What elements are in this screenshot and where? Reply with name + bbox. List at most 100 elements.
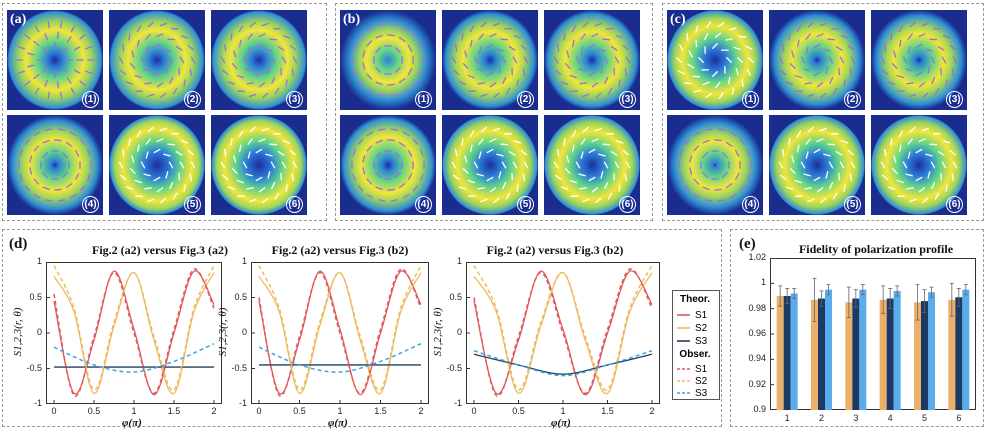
legend-theor-header: Theor.	[680, 294, 710, 305]
panel-e-title: Fidelity of polarization profile	[798, 242, 954, 256]
fidelity-bar	[921, 301, 928, 410]
fidelity-bar	[879, 299, 887, 410]
x-tick-label: 4	[887, 413, 893, 423]
intensity-map-tile: (5)	[769, 115, 865, 215]
x-tick-label: 6	[956, 413, 962, 423]
x-tick-label: 1.5	[374, 406, 387, 416]
x-tick-label: 2	[649, 406, 655, 416]
y-tick-label: 0.94	[748, 353, 766, 364]
fidelity-bar	[845, 302, 853, 410]
fidelity-bar	[893, 290, 901, 410]
series-s1-obser-line	[53, 268, 215, 397]
x-tick-label: 1.5	[167, 406, 181, 416]
tile-number: (2)	[844, 91, 861, 108]
intensity-map-tile: (4)	[340, 115, 436, 215]
legend-theor-s1: S1	[695, 310, 708, 321]
bar-plot-axes	[770, 258, 976, 410]
panel-e-label: (e)	[739, 236, 756, 252]
intensity-map-tile: (4)	[7, 115, 103, 215]
y-tick-label: 0.9	[753, 404, 766, 414]
intensity-map-tile: (5)	[442, 115, 538, 215]
intensity-map-tile: (5)	[109, 115, 205, 215]
series-s3-theor-line	[473, 353, 653, 375]
tile-number: (2)	[184, 91, 201, 108]
line-plot-axes	[251, 262, 429, 404]
y-tick-label: 0.5	[234, 291, 247, 302]
x-tick-label: 0.5	[512, 406, 525, 416]
tile-number: (2)	[517, 91, 534, 108]
y-tick-label: 0.5	[29, 291, 42, 302]
series-s1-theor-line	[258, 270, 422, 396]
y-tick-label: -0.5	[231, 362, 247, 373]
y-tick-label: 1	[760, 277, 766, 288]
fidelity-bar	[776, 296, 784, 410]
series-s3-obser-line	[258, 342, 422, 373]
x-tick-label: 5	[921, 413, 927, 423]
y-tick-label: 0.98	[748, 302, 766, 313]
legend-obser-s1: S1	[695, 364, 708, 375]
intensity-map-tile: (2)	[109, 10, 205, 110]
fidelity-bar	[962, 289, 970, 410]
intensity-map-tile: (2)	[442, 10, 538, 110]
x-axis-label: φ(π)	[328, 417, 348, 429]
y-tick-label: 0.92	[748, 378, 766, 389]
series-s2-obser-line	[258, 265, 422, 391]
y-tick-label: 1	[241, 256, 247, 266]
x-axis-label: φ(π)	[551, 417, 571, 429]
legend-obser-s2: S2	[695, 376, 708, 387]
x-tick-label: 0	[256, 406, 262, 416]
line-plot-axes	[46, 262, 222, 404]
x-tick-label: 1	[560, 406, 566, 416]
fidelity-bar	[852, 298, 860, 410]
intensity-map-tile: (1) (c)	[667, 10, 763, 110]
tile-number: (5)	[844, 196, 861, 213]
tile-number: (6)	[286, 196, 303, 213]
intensity-map-tile: (6)	[211, 115, 307, 215]
intensity-map-tile: (3)	[211, 10, 307, 110]
y-axis-label: S1,2,3(r, θ)	[12, 307, 24, 357]
y-tick-label: -1	[238, 398, 247, 408]
x-tick-label: 0	[471, 406, 477, 416]
intensity-map-tile: (1) (a)	[7, 10, 103, 110]
series-s2-obser-line	[53, 265, 215, 391]
y-tick-label: -0.5	[446, 362, 462, 373]
x-tick-label: 1.5	[601, 406, 614, 416]
tile-number: (1)	[742, 91, 759, 108]
group-label: (b)	[343, 12, 361, 27]
intensity-map-tile: (2)	[769, 10, 865, 110]
tile-number: (3)	[619, 91, 636, 108]
legend-obser-s3: S3	[695, 388, 708, 399]
fidelity-bar	[914, 302, 921, 410]
tile-number: (5)	[517, 196, 534, 213]
legend-theor-s2: S2	[695, 323, 708, 334]
group-label: (c)	[670, 12, 686, 27]
plot-frame	[46, 262, 222, 404]
fidelity-bar	[790, 293, 798, 410]
y-tick-label: -1	[453, 398, 462, 408]
intensity-map-tile: (3)	[544, 10, 640, 110]
intensity-map-tile: (4)	[667, 115, 763, 215]
x-tick-label: 0	[51, 406, 57, 416]
y-axis-label: S1,2,3(r, θ)	[217, 307, 229, 357]
series-s1-theor-line	[53, 270, 215, 396]
panel-d-legend: Theor. S1 S2 S3 Obser. S1 S2 S3	[672, 290, 720, 400]
plot-frame	[466, 262, 660, 404]
fidelity-bar	[783, 296, 791, 410]
plot-frame	[770, 258, 976, 410]
line-plot-title: Fig.2 (a2) versus Fig.3 (b2)	[271, 243, 409, 257]
line-plot-title: Fig.2 (a2) versus Fig.3 (a2)	[92, 243, 228, 257]
intensity-map-tile: (1) (b)	[340, 10, 436, 110]
y-tick-label: -0.5	[26, 362, 42, 373]
fidelity-bar	[818, 298, 825, 410]
intensity-map-tile: (6)	[544, 115, 640, 215]
y-tick-label: -1	[33, 398, 42, 408]
x-tick-label: 1	[131, 406, 137, 416]
fidelity-bar	[928, 292, 935, 410]
legend-obser-header: Obser.	[679, 349, 710, 360]
y-tick-label: 0	[36, 327, 42, 337]
fidelity-bar	[859, 289, 867, 410]
series-s1-obser-line	[473, 268, 653, 397]
y-tick-label: 0	[456, 327, 462, 337]
intensity-map-tile: (3)	[871, 10, 967, 110]
fidelity-bar	[811, 299, 818, 410]
